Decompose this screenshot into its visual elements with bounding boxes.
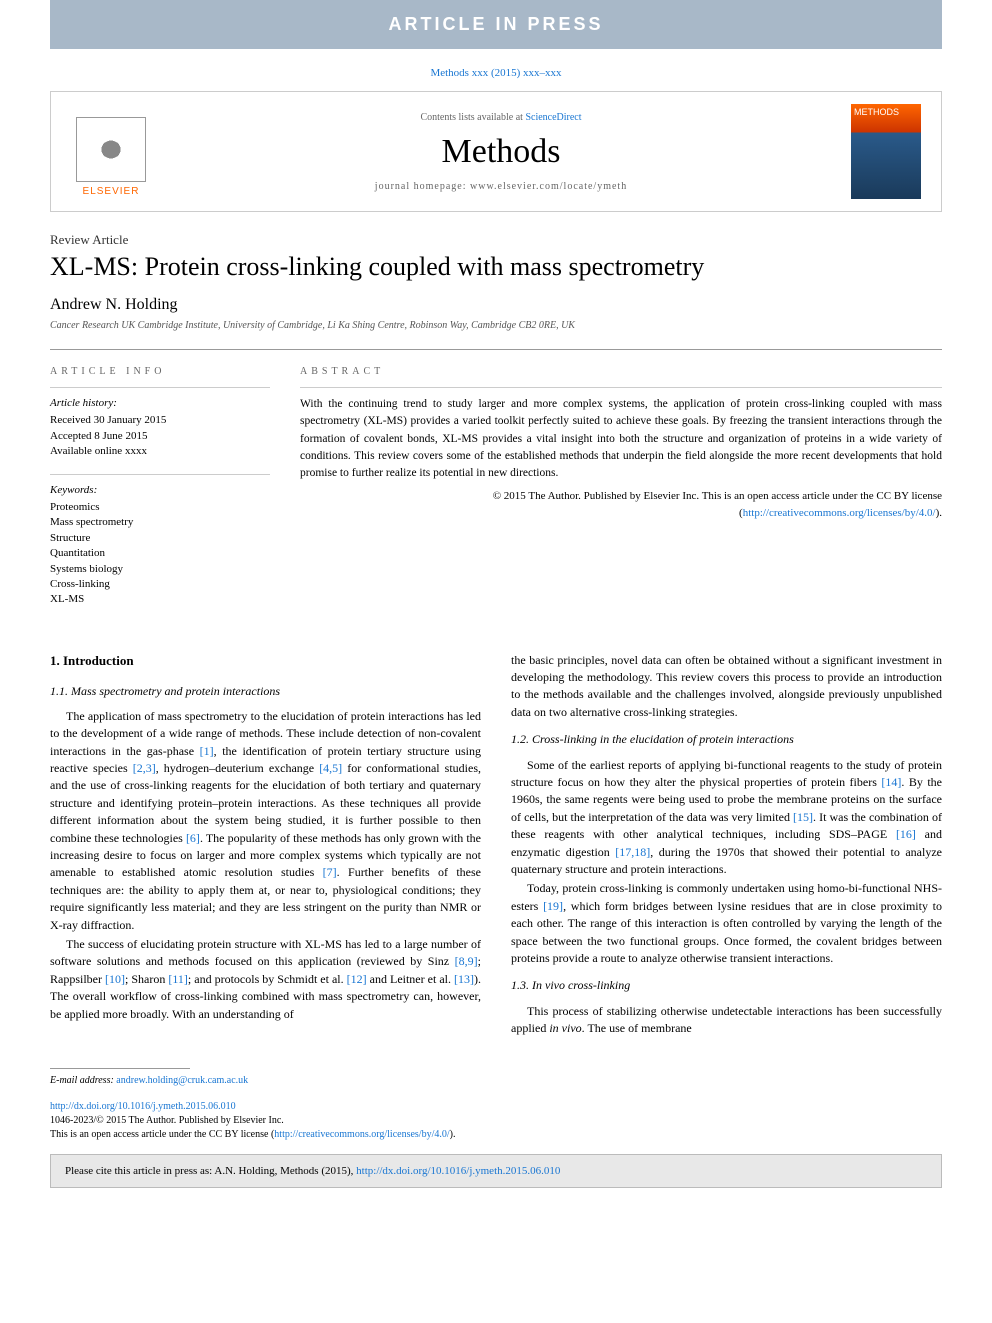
ref-link[interactable]: [7]	[323, 865, 337, 879]
cc-link[interactable]: http://creativecommons.org/licenses/by/4…	[743, 507, 936, 519]
received-date: Received 30 January 2015	[50, 413, 270, 428]
email-line: E-mail address: andrew.holding@cruk.cam.…	[50, 1075, 942, 1086]
issn-line: 1046-2023/© 2015 The Author. Published b…	[50, 1114, 942, 1128]
paragraph: The application of mass spectrometry to …	[50, 708, 481, 934]
journal-header: ELSEVIER Contents lists available at Sci…	[50, 91, 942, 212]
ref-link[interactable]: [13]	[454, 972, 474, 986]
article-in-press-banner: ARTICLE IN PRESS	[50, 0, 942, 49]
cite-box: Please cite this article in press as: A.…	[50, 1154, 942, 1188]
section-1-heading: 1. Introduction	[50, 652, 481, 671]
ref-link[interactable]: [11]	[168, 972, 188, 986]
section-1-3-heading: 1.3. In vivo cross-linking	[511, 977, 942, 994]
article-history: Article history: Received 30 January 201…	[50, 387, 270, 460]
ref-link[interactable]: [19]	[543, 899, 563, 913]
footer: E-mail address: andrew.holding@cruk.cam.…	[0, 1060, 992, 1142]
paragraph: The success of elucidating protein struc…	[50, 936, 481, 1023]
cite-doi-link[interactable]: http://dx.doi.org/10.1016/j.ymeth.2015.0…	[356, 1165, 560, 1177]
keyword: Proteomics	[50, 500, 270, 515]
footer-rule	[50, 1068, 190, 1069]
accepted-date: Accepted 8 June 2015	[50, 429, 270, 444]
elsevier-logo: ELSEVIER	[71, 107, 151, 197]
cc-close: ).	[936, 507, 942, 519]
cover-label: METHODS	[851, 104, 921, 120]
elsevier-tree-icon	[76, 117, 146, 182]
ref-link[interactable]: [15]	[793, 810, 813, 824]
abstract-body: With the continuing trend to study large…	[300, 398, 942, 479]
keyword: Mass spectrometry	[50, 515, 270, 530]
paragraph: the basic principles, novel data can oft…	[511, 652, 942, 722]
left-column: 1. Introduction 1.1. Mass spectrometry a…	[50, 652, 481, 1040]
ref-link[interactable]: [14]	[881, 775, 901, 789]
ref-link[interactable]: [10]	[105, 972, 125, 986]
elsevier-text: ELSEVIER	[83, 186, 140, 197]
article-info-column: ARTICLE INFO Article history: Received 3…	[50, 366, 270, 622]
keyword: Quantitation	[50, 546, 270, 561]
ref-link[interactable]: [4,5]	[319, 761, 342, 775]
article-title: XL-MS: Protein cross-linking coupled wit…	[50, 252, 942, 282]
ref-link[interactable]: [17,18]	[615, 845, 650, 859]
author-email-link[interactable]: andrew.holding@cruk.cam.ac.uk	[116, 1075, 248, 1086]
section-1-1-heading: 1.1. Mass spectrometry and protein inter…	[50, 683, 481, 700]
section-1-2-heading: 1.2. Cross-linking in the elucidation of…	[511, 731, 942, 748]
paragraph: Today, protein cross-linking is commonly…	[511, 880, 942, 967]
keyword: XL-MS	[50, 592, 270, 607]
keyword: Cross-linking	[50, 577, 270, 592]
article-body: Review Article XL-MS: Protein cross-link…	[0, 212, 992, 1060]
oa-line: This is an open access article under the…	[50, 1128, 942, 1142]
email-label: E-mail address:	[50, 1075, 116, 1086]
doi-block: http://dx.doi.org/10.1016/j.ymeth.2015.0…	[50, 1100, 942, 1142]
paragraph: Some of the earliest reports of applying…	[511, 757, 942, 879]
keyword: Structure	[50, 531, 270, 546]
article-info-label: ARTICLE INFO	[50, 366, 270, 377]
cite-prefix: Please cite this article in press as: A.…	[65, 1165, 356, 1177]
ref-link[interactable]: [2,3]	[133, 761, 156, 775]
article-type: Review Article	[50, 232, 942, 248]
copyright-line: © 2015 The Author. Published by Elsevier…	[300, 488, 942, 521]
header-center: Contents lists available at ScienceDirec…	[171, 112, 831, 192]
abstract-column: ABSTRACT With the continuing trend to st…	[300, 366, 942, 622]
oa-cc-link[interactable]: http://creativecommons.org/licenses/by/4…	[274, 1129, 449, 1140]
info-abstract-row: ARTICLE INFO Article history: Received 3…	[50, 349, 942, 622]
sciencedirect-link[interactable]: ScienceDirect	[525, 112, 581, 123]
journal-name: Methods	[171, 133, 831, 171]
abstract-text: With the continuing trend to study large…	[300, 387, 942, 521]
ref-link[interactable]: [16]	[896, 827, 916, 841]
history-label: Article history:	[50, 396, 270, 411]
abstract-label: ABSTRACT	[300, 366, 942, 377]
body-columns: 1. Introduction 1.1. Mass spectrometry a…	[50, 652, 942, 1040]
author: Andrew N. Holding	[50, 296, 942, 314]
ref-link[interactable]: [12]	[347, 972, 367, 986]
doi-link[interactable]: http://dx.doi.org/10.1016/j.ymeth.2015.0…	[50, 1101, 236, 1112]
contents-line: Contents lists available at ScienceDirec…	[171, 112, 831, 123]
keyword: Systems biology	[50, 562, 270, 577]
page: ARTICLE IN PRESS Methods xxx (2015) xxx–…	[0, 0, 992, 1323]
journal-homepage: journal homepage: www.elsevier.com/locat…	[171, 181, 831, 192]
ref-link[interactable]: [8,9]	[455, 954, 478, 968]
available-date: Available online xxxx	[50, 444, 270, 459]
ref-link[interactable]: [6]	[186, 831, 200, 845]
keywords-block: Keywords: Proteomics Mass spectrometry S…	[50, 474, 270, 608]
paragraph: This process of stabilizing otherwise un…	[511, 1003, 942, 1038]
contents-prefix: Contents lists available at	[420, 112, 525, 123]
affiliation: Cancer Research UK Cambridge Institute, …	[50, 320, 942, 331]
citation-top: Methods xxx (2015) xxx–xxx	[0, 49, 992, 91]
right-column: the basic principles, novel data can oft…	[511, 652, 942, 1040]
journal-cover-thumb: METHODS	[851, 104, 921, 199]
keywords-label: Keywords:	[50, 483, 270, 498]
ref-link[interactable]: [1]	[200, 744, 214, 758]
